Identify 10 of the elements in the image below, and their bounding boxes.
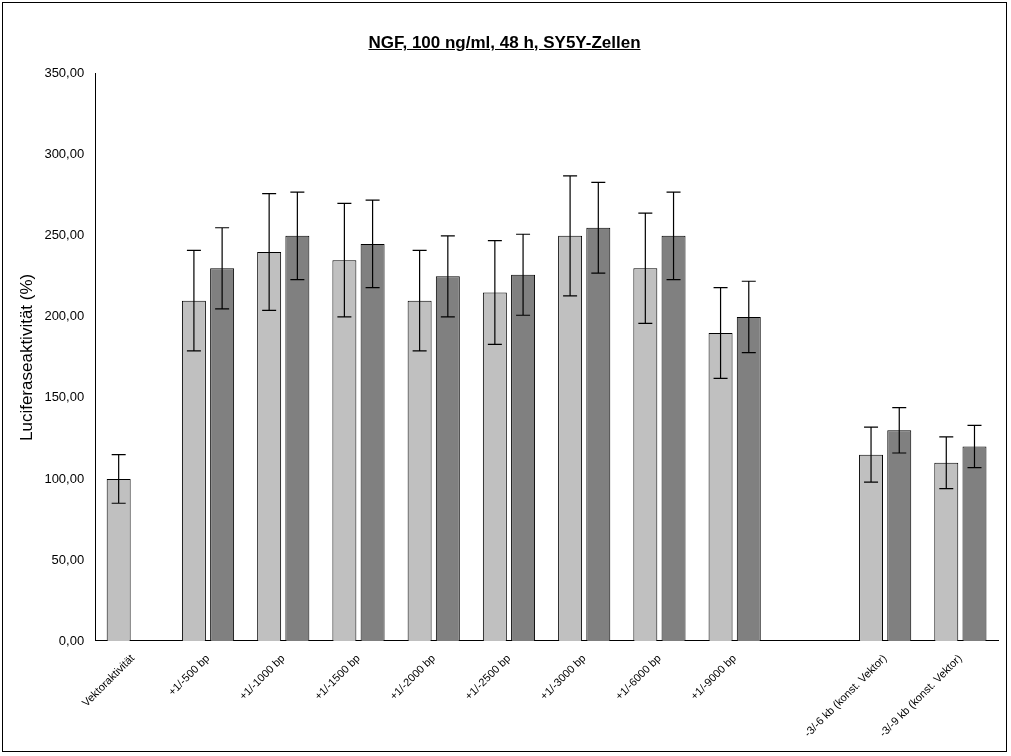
chart-title: NGF, 100 ng/ml, 48 h, SY5Y-Zellen: [367, 33, 642, 53]
y-tick-label: 150,00: [44, 389, 85, 405]
y-tick-label: 250,00: [44, 227, 85, 243]
y-tick-label: 350,00: [44, 65, 85, 81]
y-tick-label: 300,00: [44, 146, 85, 162]
y-tick-label: 50,00: [51, 551, 85, 567]
y-tick-label: 0,00: [58, 632, 85, 648]
y-tick-label: 200,00: [44, 308, 85, 324]
y-tick-label: 100,00: [44, 470, 85, 486]
y-axis-title: Luciferaseaktivität (%): [16, 273, 36, 442]
